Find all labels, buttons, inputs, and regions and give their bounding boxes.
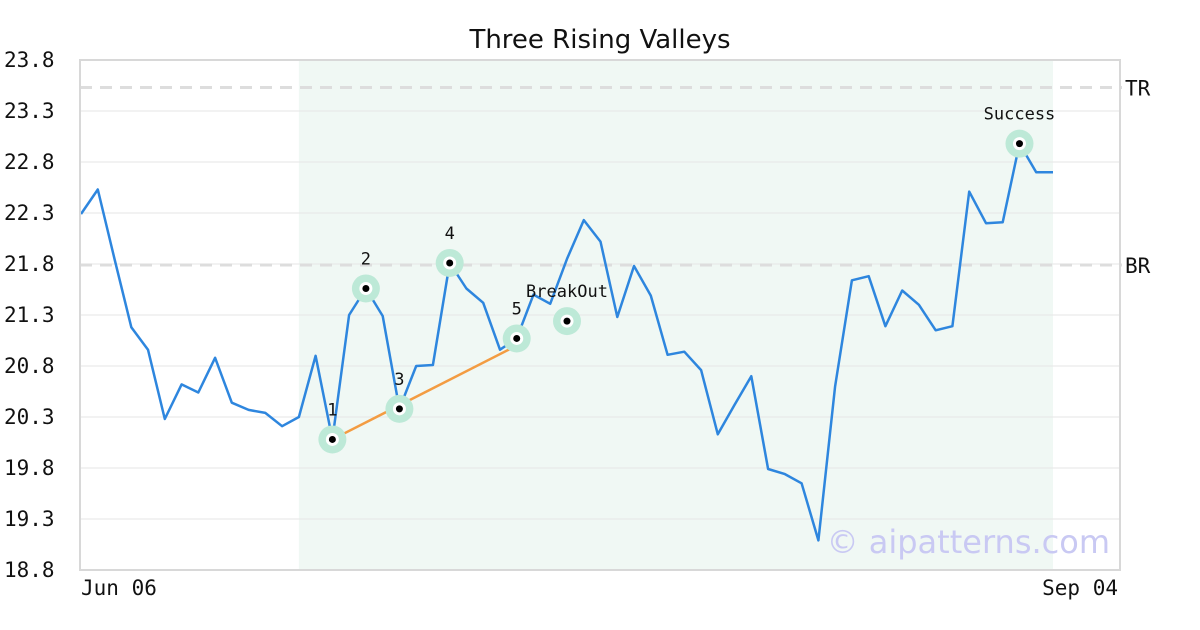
x-tick-label: Sep 04	[1042, 576, 1118, 600]
y-tick-label: 18.8	[4, 558, 55, 582]
annotation-label: 4	[445, 224, 455, 244]
y-tick-label: 19.3	[4, 507, 55, 531]
frame-layer	[79, 59, 1121, 571]
x-tick-label: Jun 06	[81, 576, 157, 600]
marker-dot	[563, 317, 571, 325]
annotation-label: 1	[327, 400, 337, 420]
y-tick-label: 20.8	[4, 354, 55, 378]
marker-dot	[446, 259, 454, 267]
tick-labels-layer: 23.8 23.3 22.8 22.3 21.8 21.3 20.8 20.3 19.8 19.3…	[4, 48, 1118, 600]
annotation-label: BreakOut	[526, 282, 608, 302]
marker-dot	[328, 435, 336, 443]
trendline	[331, 344, 518, 441]
y-tick-label: 21.3	[4, 303, 55, 327]
series-layer	[79, 142, 1053, 542]
y-tick-label: 22.3	[4, 201, 55, 225]
watermark: © aipatterns.com	[827, 523, 1110, 561]
y-tick-label: 19.8	[4, 456, 55, 480]
trendline-layer	[331, 344, 518, 441]
annotation-label: 5	[512, 299, 522, 319]
chart-title: Three Rising Valleys	[468, 25, 730, 55]
level-label: TR	[1125, 77, 1151, 101]
marker-dot	[513, 334, 521, 342]
level-label: BR	[1125, 254, 1151, 278]
level-lines-layer: TR BR	[80, 77, 1151, 278]
annotation-label: 2	[361, 249, 371, 269]
marker-dot	[362, 284, 370, 292]
marker-dot	[395, 405, 403, 413]
y-tick-label: 23.8	[4, 48, 55, 72]
y-tick-label: 20.3	[4, 405, 55, 429]
y-tick-label: 21.8	[4, 252, 55, 276]
annotation-label: Success	[984, 105, 1056, 125]
y-tick-label: 22.8	[4, 150, 55, 174]
series-line	[79, 142, 1053, 542]
annotation-label: 3	[394, 370, 404, 390]
y-tick-label: 23.3	[4, 99, 55, 123]
marker-dot	[1015, 140, 1023, 148]
plot-frame	[79, 59, 1121, 571]
